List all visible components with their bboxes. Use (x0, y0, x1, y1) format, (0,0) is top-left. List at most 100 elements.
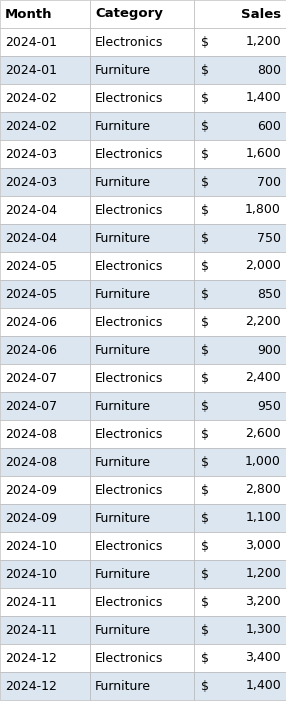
Bar (90, 644, 194, 672)
Text: Furniture: Furniture (95, 231, 151, 244)
Bar (90, 392, 194, 420)
Text: 2024-02: 2024-02 (5, 120, 57, 133)
Bar (90, 28, 194, 56)
Bar (194, 336, 286, 364)
Text: Electronics: Electronics (95, 539, 164, 552)
Bar (0, 476, 90, 504)
Bar (194, 420, 286, 448)
Text: 2024-01: 2024-01 (5, 63, 57, 76)
Text: 2,400: 2,400 (245, 371, 281, 384)
Text: 2024-08: 2024-08 (5, 456, 57, 469)
Bar (194, 56, 286, 84)
Text: 1,200: 1,200 (245, 35, 281, 48)
Bar (0, 672, 90, 700)
Text: Furniture: Furniture (95, 456, 151, 469)
Text: 2024-11: 2024-11 (5, 596, 57, 609)
Bar (194, 364, 286, 392)
Text: 2,000: 2,000 (245, 260, 281, 273)
Bar (90, 252, 194, 280)
Text: 2024-09: 2024-09 (5, 511, 57, 524)
Bar (0, 84, 90, 112)
Text: 2024-12: 2024-12 (5, 679, 57, 692)
Text: 700: 700 (257, 175, 281, 188)
Text: 2,200: 2,200 (245, 316, 281, 329)
Bar (194, 672, 286, 700)
Text: Furniture: Furniture (95, 679, 151, 692)
Bar (0, 560, 90, 588)
Bar (90, 0, 194, 28)
Text: Furniture: Furniture (95, 288, 151, 301)
Bar (90, 616, 194, 644)
Bar (0, 168, 90, 196)
Text: 2024-10: 2024-10 (5, 539, 57, 552)
Bar (90, 336, 194, 364)
Bar (194, 112, 286, 140)
Text: 2024-06: 2024-06 (5, 316, 57, 329)
Text: Furniture: Furniture (95, 511, 151, 524)
Text: 2,800: 2,800 (245, 484, 281, 497)
Bar (194, 560, 286, 588)
Bar (90, 560, 194, 588)
Bar (0, 140, 90, 168)
Text: $: $ (201, 343, 209, 356)
Bar (90, 504, 194, 532)
Bar (194, 504, 286, 532)
Text: Electronics: Electronics (95, 35, 164, 48)
Text: $: $ (201, 399, 209, 412)
Bar (90, 168, 194, 196)
Text: 600: 600 (257, 120, 281, 133)
Text: $: $ (201, 652, 209, 665)
Text: 2,600: 2,600 (245, 428, 281, 441)
Text: $: $ (201, 428, 209, 441)
Text: Electronics: Electronics (95, 371, 164, 384)
Text: Sales: Sales (241, 7, 281, 20)
Text: $: $ (201, 456, 209, 469)
Text: 1,400: 1,400 (245, 679, 281, 692)
Bar (194, 280, 286, 308)
Bar (194, 28, 286, 56)
Bar (194, 168, 286, 196)
Text: $: $ (201, 148, 209, 161)
Bar (90, 448, 194, 476)
Text: $: $ (201, 260, 209, 273)
Text: 2024-05: 2024-05 (5, 288, 57, 301)
Text: $: $ (201, 231, 209, 244)
Bar (0, 56, 90, 84)
Text: $: $ (201, 316, 209, 329)
Text: 850: 850 (257, 288, 281, 301)
Text: 1,200: 1,200 (245, 567, 281, 580)
Bar (194, 224, 286, 252)
Text: $: $ (201, 288, 209, 301)
Text: 900: 900 (257, 343, 281, 356)
Text: 3,000: 3,000 (245, 539, 281, 552)
Bar (194, 140, 286, 168)
Bar (90, 280, 194, 308)
Text: $: $ (201, 371, 209, 384)
Text: 2024-01: 2024-01 (5, 35, 57, 48)
Text: $: $ (201, 539, 209, 552)
Bar (0, 392, 90, 420)
Text: 800: 800 (257, 63, 281, 76)
Text: Electronics: Electronics (95, 316, 164, 329)
Bar (90, 308, 194, 336)
Bar (194, 476, 286, 504)
Text: 1,600: 1,600 (245, 148, 281, 161)
Text: Electronics: Electronics (95, 92, 164, 105)
Bar (0, 112, 90, 140)
Bar (0, 280, 90, 308)
Text: 2024-07: 2024-07 (5, 399, 57, 412)
Bar (90, 588, 194, 616)
Text: $: $ (201, 511, 209, 524)
Text: $: $ (201, 484, 209, 497)
Text: Furniture: Furniture (95, 567, 151, 580)
Bar (0, 224, 90, 252)
Bar (194, 252, 286, 280)
Text: 1,800: 1,800 (245, 203, 281, 216)
Bar (194, 448, 286, 476)
Text: 2024-03: 2024-03 (5, 175, 57, 188)
Bar (0, 532, 90, 560)
Bar (0, 364, 90, 392)
Bar (0, 336, 90, 364)
Bar (0, 588, 90, 616)
Text: Electronics: Electronics (95, 652, 164, 665)
